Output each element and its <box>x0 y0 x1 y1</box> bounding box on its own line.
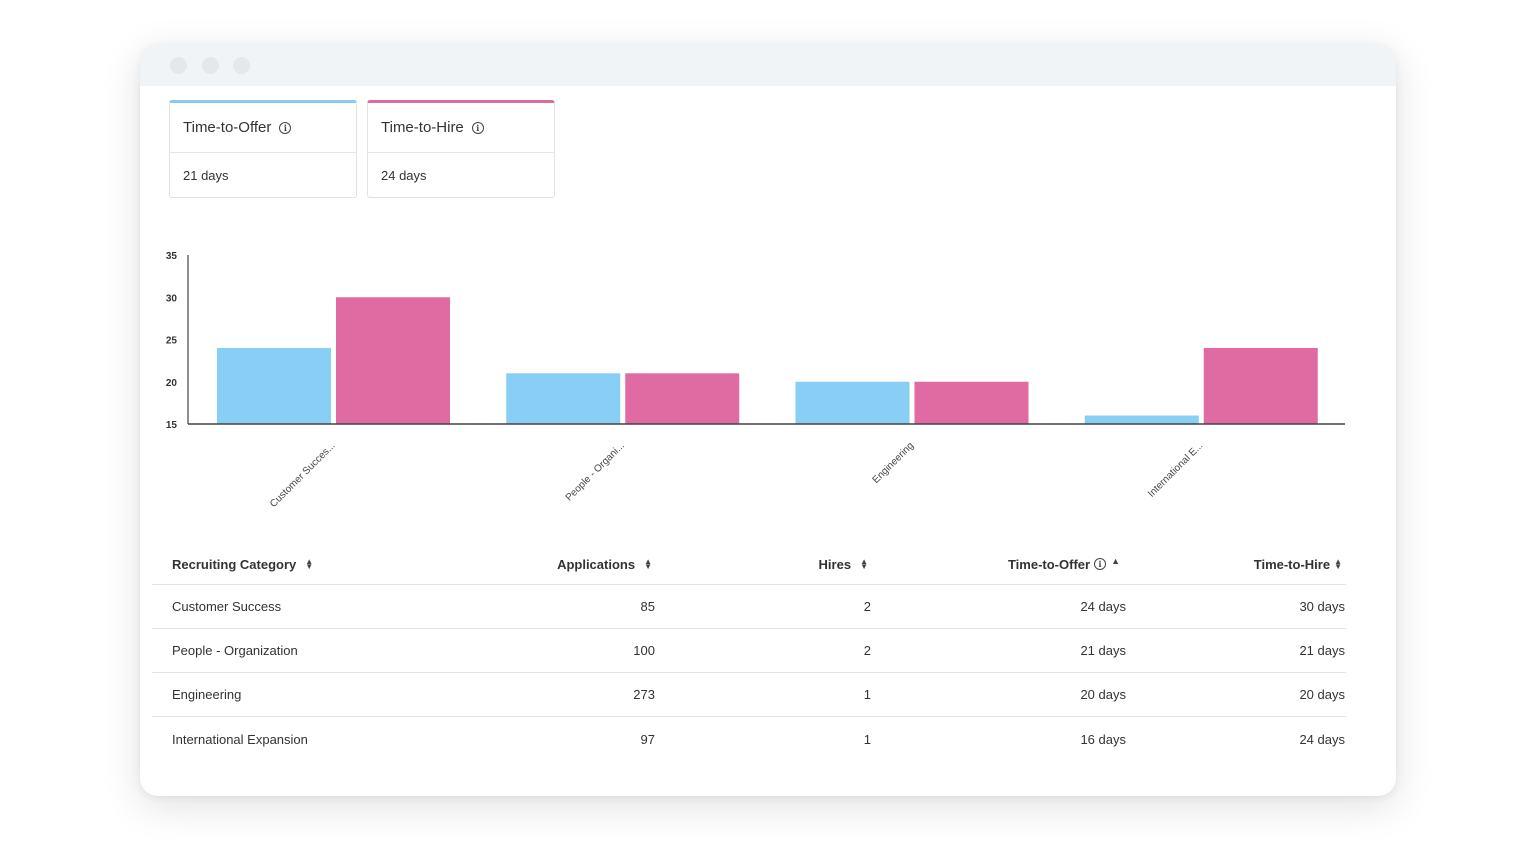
window-maximize-button[interactable] <box>233 57 250 74</box>
column-header-label: Recruiting Category <box>172 556 297 572</box>
bar <box>625 373 740 424</box>
app-window: Time-to-Offer i 21 days Time-to-Hire i 2… <box>140 44 1396 796</box>
info-icon[interactable]: i <box>1094 558 1107 570</box>
bar <box>217 347 331 424</box>
y-tick-label: 35 <box>166 251 178 262</box>
info-icon[interactable]: i <box>279 121 292 134</box>
cell-time-to-hire: 24 days <box>1299 731 1345 747</box>
column-header-label: Time-to-Hire <box>1253 556 1331 572</box>
kpi-card-value: 21 days <box>183 168 229 183</box>
window-titlebar <box>140 44 1396 86</box>
column-header-time-to-hire[interactable]: Time-to-Hire ▲ ▼ <box>1254 544 1342 584</box>
cell-time-to-offer: 24 days <box>1080 599 1126 614</box>
cell-category: Customer Success <box>172 599 282 614</box>
kpi-card-label: Time-to-Offer <box>183 119 272 136</box>
x-tick-label: International E... <box>1146 440 1205 499</box>
x-tick-label: Customer Succes... <box>268 440 337 509</box>
cell-applications: 85 <box>640 599 655 614</box>
cell-time-to-hire: 20 days <box>1299 687 1345 702</box>
table-row[interactable]: People - Organization 100 2 21 days 21 d… <box>152 629 1346 673</box>
column-header-label: Hires <box>818 556 852 572</box>
bar <box>795 381 910 424</box>
y-tick-label: 25 <box>166 336 178 347</box>
cell-time-to-hire: 21 days <box>1299 643 1345 658</box>
cell-applications: 97 <box>640 731 655 747</box>
sort-icon[interactable]: ▲ ▼ <box>644 557 652 571</box>
sort-icon[interactable]: ▲ ▼ <box>305 557 314 571</box>
column-header-applications[interactable]: Applications ▲ ▼ <box>557 544 652 584</box>
recruiting-table: Recruiting Category ▲ ▼ Applications ▲ ▼ H… <box>152 544 1346 761</box>
cell-hires: 1 <box>863 687 871 702</box>
info-icon[interactable]: i <box>471 121 484 134</box>
kpi-card-time-to-hire[interactable]: Time-to-Hire i 24 days <box>367 100 555 198</box>
sort-icon[interactable]: ▲ ▼ <box>1334 557 1342 571</box>
cell-category: People - Organization <box>172 643 298 658</box>
table-row[interactable]: Engineering 273 1 20 days 20 days <box>152 673 1346 717</box>
cell-time-to-hire: 30 days <box>1299 599 1345 614</box>
bar <box>336 297 450 424</box>
cell-time-to-offer: 20 days <box>1080 687 1126 702</box>
y-tick-label: 15 <box>166 420 178 431</box>
bar-chart: 35 30 25 20 15 Customer Succes... People - Org… <box>166 251 1345 510</box>
kpi-card-header: Time-to-Hire i <box>368 103 554 153</box>
x-tick-label: Engineering <box>871 440 917 486</box>
window-close-button[interactable] <box>170 57 187 74</box>
kpi-card-value: 24 days <box>381 168 427 183</box>
y-tick-label: 20 <box>166 378 178 389</box>
window-minimize-button[interactable] <box>202 57 219 74</box>
table-row[interactable]: International Expansion 97 1 16 days 24 … <box>152 717 1346 761</box>
column-header-label: Time-to-Offer <box>1007 556 1091 572</box>
cell-category: Engineering <box>172 687 242 702</box>
column-header-category[interactable]: Recruiting Category ▲ ▼ <box>172 544 313 584</box>
column-header-hires[interactable]: Hires ▲ ▼ <box>819 544 868 584</box>
x-tick-label: People - Organi... <box>564 440 627 503</box>
cell-hires: 2 <box>863 599 871 614</box>
sort-ascending-icon[interactable]: ▲ <box>1111 556 1120 566</box>
bar <box>1084 415 1199 424</box>
cell-time-to-offer: 21 days <box>1080 643 1126 658</box>
y-tick-label: 30 <box>166 293 178 304</box>
cell-applications: 273 <box>633 687 655 702</box>
bar <box>914 381 1029 424</box>
cell-applications: 100 <box>633 643 655 658</box>
cell-time-to-offer: 16 days <box>1080 731 1126 747</box>
kpi-card-label: Time-to-Hire <box>381 119 464 136</box>
column-header-time-to-offer[interactable]: Time-to-Offer i ▲ <box>1008 544 1120 584</box>
table-header-row: Recruiting Category ▲ ▼ Applications ▲ ▼ H… <box>152 544 1346 585</box>
cell-hires: 2 <box>863 643 871 658</box>
cell-hires: 1 <box>863 731 871 747</box>
sort-icon[interactable]: ▲ ▼ <box>860 557 868 571</box>
bar <box>506 373 621 424</box>
bar <box>1203 347 1318 424</box>
table-row[interactable]: Customer Success 85 2 24 days 30 days <box>152 585 1346 629</box>
kpi-card-header: Time-to-Offer i <box>170 103 356 153</box>
column-header-label: Applications <box>557 556 636 572</box>
kpi-card-time-to-offer[interactable]: Time-to-Offer i 21 days <box>169 100 357 198</box>
cell-category: International Expansion <box>172 731 308 747</box>
